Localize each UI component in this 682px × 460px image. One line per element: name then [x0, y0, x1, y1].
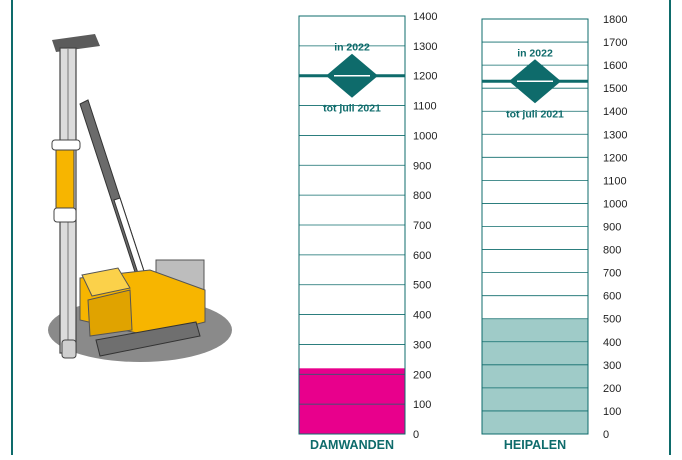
tick-label: 1600 [603, 60, 627, 72]
marker-label-top: in 2022 [517, 47, 553, 59]
marker-label-bottom: tot juli 2021 [323, 103, 381, 115]
tick-label: 1100 [413, 101, 437, 113]
rig-pile-tip [61, 339, 77, 359]
tick-label: 0 [413, 429, 419, 441]
marker-label-bottom: tot juli 2021 [506, 108, 564, 120]
tick-label: 700 [413, 220, 431, 232]
rig-cab-front [87, 289, 133, 337]
tick-label: 600 [413, 250, 431, 262]
tick-label: 100 [603, 406, 621, 418]
bar-filled-damwanden [299, 368, 405, 434]
rig-cab-top [81, 267, 131, 297]
tick-label: 1800 [603, 14, 627, 26]
tick-label: 200 [603, 383, 621, 395]
tick-label: 1700 [603, 37, 627, 49]
marker-label-top: in 2022 [334, 42, 370, 54]
tick-label: 800 [603, 245, 621, 257]
tick-label: 500 [603, 314, 621, 326]
tick-label: 100 [413, 399, 431, 411]
tick-label: 1200 [413, 71, 437, 83]
tick-label: 1200 [603, 152, 627, 164]
tick-label: 1300 [413, 41, 437, 53]
tick-label: 400 [413, 310, 431, 322]
tick-label: 300 [603, 360, 621, 372]
rig-tracks [95, 321, 201, 357]
tick-label: 700 [603, 268, 621, 280]
category-label: DAMWANDEN [310, 438, 394, 452]
tick-label: 400 [603, 337, 621, 349]
rig-collar-top [51, 139, 81, 151]
tick-label: 500 [413, 280, 431, 292]
tick-label: 300 [413, 339, 431, 351]
chart-damwanden: 0 100 200 300 400 500 600 700 800 900 1000 1100 1200… [298, 11, 437, 452]
tick-label: 900 [413, 160, 431, 172]
tick-label: 1400 [413, 11, 437, 23]
tick-label: 1300 [603, 129, 627, 141]
rig-collar-bottom [53, 207, 77, 223]
tick-label: 0 [603, 429, 609, 441]
bar-filled-heipalen [482, 318, 588, 434]
pile-driver-icon [48, 34, 232, 362]
tick-label: 1400 [603, 106, 627, 118]
tick-label: 1500 [603, 83, 627, 95]
tick-label: 200 [413, 369, 431, 381]
tick-label: 1000 [413, 130, 437, 142]
category-label: HEIPALEN [504, 438, 566, 452]
tick-label: 900 [603, 222, 621, 234]
tick-label: 800 [413, 190, 431, 202]
tick-label: 600 [603, 291, 621, 303]
rig-cylinder [55, 139, 75, 213]
tick-label: 1100 [603, 175, 627, 187]
chart-heipalen: 0 100 200 300 400 500 600 700 800 900 1000 1100 1200… [481, 14, 627, 452]
tick-label: 1000 [603, 198, 627, 210]
